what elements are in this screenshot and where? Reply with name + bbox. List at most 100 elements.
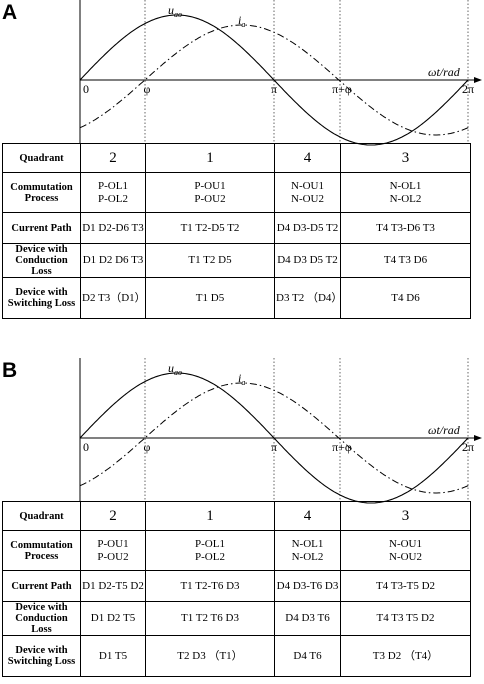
table-cell: P-OU1 P-OU2: [145, 172, 275, 213]
table-cell: D1 D2-D6 T3: [80, 212, 146, 244]
table-row: Device with Conduction Loss D1 D2 T5 T1 T2…: [2, 601, 471, 636]
table-cell: T2 D3 （T1）: [145, 635, 275, 677]
table-cell: P-OL1 P-OL2: [145, 530, 275, 571]
table-cell: D2 T3（D1）: [80, 277, 146, 319]
table-container: Quadrant 2 1 4 3 Commutation Process P-OL1 P-OL…: [2, 143, 471, 319]
table-cell: N-OU1 N-OU2: [340, 530, 471, 571]
axis-tick-label: π: [271, 440, 277, 454]
axis-tick-label: π+φ: [332, 82, 352, 96]
table-cell: N-OL1 N-OL2: [274, 530, 341, 571]
voltage-label: uao: [168, 3, 182, 19]
cell-line: P-OU2: [97, 550, 129, 563]
cell-line: P-OU2: [194, 192, 226, 205]
table-cell: D4 D3-D5 T2: [274, 212, 341, 244]
row-header: Device with Switching Loss: [2, 277, 81, 319]
table-cell: N-OU1 N-OU2: [274, 172, 341, 213]
current-symbol: i: [238, 371, 241, 385]
cell-line: P-OU1: [194, 179, 226, 192]
axis-label: ωt/rad: [428, 423, 461, 437]
table-row: Commutation Process P-OU1 P-OU2 P-OL1 P-OL2 N…: [2, 530, 471, 571]
table-cell: 4: [274, 501, 341, 531]
cell-line: N-OL1: [291, 537, 324, 550]
axis-tick-label: π+φ: [332, 440, 352, 454]
row-header: Commutation Process: [2, 530, 81, 571]
table-cell: D1 D2 D6 T3: [80, 243, 146, 278]
table-cell: D4 D3 D5 T2: [274, 243, 341, 278]
row-header: Quadrant: [2, 143, 81, 173]
table-cell: 3: [340, 143, 471, 173]
voltage-symbol: u: [168, 361, 174, 375]
table-row: Quadrant 2 1 4 3: [2, 143, 471, 173]
axis-arrow: [474, 435, 482, 441]
cell-line: N-OU2: [389, 550, 422, 563]
table-cell: D1 D2 T5: [80, 601, 146, 636]
table-cell: T1 T2-D5 T2: [145, 212, 275, 244]
table-row: Device with Conduction Loss D1 D2 D6 T3 T1…: [2, 243, 471, 278]
table-row: Commutation Process P-OL1 P-OL2 P-OU1 P-OU2 N…: [2, 172, 471, 213]
cell-line: P-OL2: [195, 550, 225, 563]
cell-line: N-OL2: [291, 550, 324, 563]
table-cell: T1 T2 T6 D3: [145, 601, 275, 636]
table-cell: T1 T2-T6 D3: [145, 570, 275, 602]
table-cell: 2: [80, 143, 146, 173]
cell-line: N-OU1: [291, 179, 324, 192]
row-header: Device with Conduction Loss: [2, 243, 81, 278]
cell-line: P-OU1: [97, 537, 129, 550]
axis-arrow: [474, 77, 482, 83]
cell-line: N-OU1: [389, 537, 422, 550]
table-cell: T4 T3-D6 T3: [340, 212, 471, 244]
table-cell: 4: [274, 143, 341, 173]
axis-tick-label: 2π: [462, 440, 474, 454]
panel-label: B: [2, 359, 17, 382]
table-container: Quadrant 2 1 4 3 Commutation Process P-OU1 P-OU…: [2, 501, 471, 677]
table-row: Current Path D1 D2-D6 T3 T1 T2-D5 T2 D4 D3-…: [2, 212, 471, 244]
table-cell: D3 T2 （D4）: [274, 277, 342, 319]
axis-tick-label: 2π: [462, 82, 474, 96]
table-cell: T4 T3 T5 D2: [340, 601, 471, 636]
table-cell: P-OU1 P-OU2: [80, 530, 146, 571]
axis-tick-label: 0: [83, 82, 89, 96]
table-cell: N-OL1 N-OL2: [340, 172, 471, 213]
table-cell: 1: [145, 501, 275, 531]
table-row: Device with Switching Loss D2 T3（D1） T1 D5…: [2, 277, 471, 319]
row-header: Current Path: [2, 212, 81, 244]
table-cell: P-OL1 P-OL2: [80, 172, 146, 213]
voltage-curve: [79, 372, 469, 504]
table-cell: D1 D2-T5 D2: [80, 570, 146, 602]
voltage-curve: [79, 14, 469, 146]
table-cell: T1 D5: [145, 277, 275, 319]
axis-label: ωt/rad: [428, 65, 461, 79]
table-cell: D4 D3 T6: [274, 601, 341, 636]
table-cell: T4 T3 D6: [340, 243, 471, 278]
axis-tick-label: φ: [144, 440, 151, 454]
table-cell: D4 T6: [274, 635, 341, 677]
row-header: Current Path: [2, 570, 81, 602]
current-subscript: a: [241, 378, 245, 387]
cell-line: N-OU2: [291, 192, 324, 205]
cell-line: P-OL2: [98, 192, 128, 205]
current-symbol: i: [238, 13, 241, 27]
table-row: Current Path D1 D2-T5 D2 T1 T2-T6 D3 D4 D3-…: [2, 570, 471, 602]
current-label: ia: [238, 13, 245, 29]
table-cell: D4 D3-T6 D3: [274, 570, 341, 602]
table: Quadrant 2 1 4 3 Commutation Process P-OL1 P-OL…: [2, 143, 471, 319]
cell-line: N-OL1: [389, 179, 422, 192]
row-header: Device with Conduction Loss: [2, 601, 81, 636]
cell-line: P-OL1: [195, 537, 225, 550]
table-row: Quadrant 2 1 4 3: [2, 501, 471, 531]
panel-label: A: [2, 1, 17, 24]
table-cell: 1: [145, 143, 275, 173]
table: Quadrant 2 1 4 3 Commutation Process P-OU1 P-OU…: [2, 501, 471, 677]
voltage-subscript: ao: [174, 10, 182, 19]
axis-tick-label: 0: [83, 440, 89, 454]
axis-tick-label: φ: [144, 82, 151, 96]
table-row: Device with Switching Loss D1 T5 T2 D3 （T1…: [2, 635, 471, 677]
cell-line: P-OL1: [98, 179, 128, 192]
voltage-subscript: ao: [174, 368, 182, 377]
table-cell: 3: [340, 501, 471, 531]
voltage-symbol: u: [168, 3, 174, 17]
table-cell: T1 T2 D5: [145, 243, 275, 278]
table-cell: T4 T3-T5 D2: [340, 570, 471, 602]
